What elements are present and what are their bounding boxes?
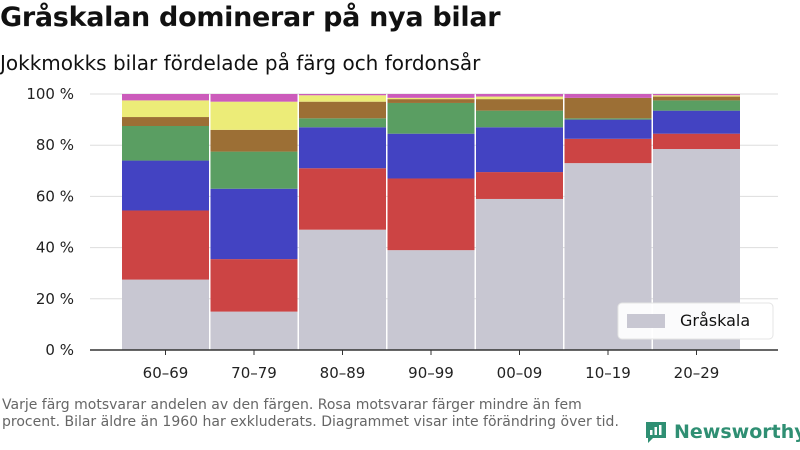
bar-segment [122, 94, 209, 101]
x-tick-label: 20–29 [674, 364, 720, 382]
bar-segment [299, 95, 386, 102]
legend-label: Gråskala [680, 311, 750, 330]
bar-segment [210, 311, 298, 350]
y-tick-label: 60 % [36, 187, 74, 205]
brand-name: Newsworthy [674, 421, 800, 443]
y-tick-label: 0 % [45, 341, 74, 359]
bar-segment [210, 151, 298, 189]
bar-segment [210, 101, 298, 130]
x-axis-ticks: 60–69 70–79 80–89 90–99 00–09 10–19 20–29 [143, 350, 720, 382]
bar-segment [476, 172, 563, 199]
bar-segment [476, 94, 563, 97]
bar-segment [299, 127, 386, 169]
x-tick-label: 80–89 [320, 364, 366, 382]
bars [122, 94, 740, 350]
newsworthy-logo-icon [646, 422, 666, 443]
bar-segment [387, 133, 475, 179]
bar-segment [564, 97, 652, 119]
bar-segment [564, 138, 652, 164]
bar-segment [476, 198, 563, 350]
footnote: Varje färg motsvarar andelen av den färg… [2, 397, 619, 430]
legend-box [617, 302, 774, 340]
bar-segment [210, 259, 298, 312]
bar-segment [564, 119, 652, 139]
y-tick-label: 40 % [36, 239, 74, 257]
legend: Gråskala [617, 302, 774, 340]
x-tick-label: 90–99 [408, 364, 454, 382]
bar-segment [122, 117, 209, 126]
bar-segment [299, 168, 386, 230]
bar-segment [653, 133, 740, 150]
bar-segment [299, 229, 386, 350]
bar-segment [476, 110, 563, 128]
bar-segment [299, 94, 386, 96]
bar-segment [387, 99, 475, 103]
bar-segment [653, 94, 740, 96]
bar-segment [387, 97, 475, 100]
bar-segment [653, 110, 740, 134]
brand: Newsworthy [644, 420, 800, 444]
bar-segment [387, 94, 475, 98]
bar-segment [476, 96, 563, 100]
bar-segment [122, 160, 209, 211]
y-tick-label: 20 % [36, 290, 74, 308]
bar-segment [299, 118, 386, 128]
y-axis-ticks: 0 % 20 % 40 % 60 % 80 % 100 % [26, 85, 74, 359]
bar-segment [122, 100, 209, 118]
x-tick-label: 00–09 [497, 364, 543, 382]
bar-segment [122, 210, 209, 280]
x-tick-label: 10–19 [585, 364, 631, 382]
y-tick-label: 100 % [26, 85, 74, 103]
bar-segment [387, 178, 475, 251]
bar-segment [653, 95, 740, 97]
bar-segment [122, 126, 209, 161]
bar-segment [387, 250, 475, 350]
bar-segment [564, 94, 652, 98]
bar-segment [564, 118, 652, 120]
bar-segment [476, 99, 563, 111]
chart-title: Gråskalan dominerar på nya bilar [0, 2, 501, 33]
bar-segment [653, 96, 740, 101]
bar-segment [299, 101, 386, 119]
bar-segment [476, 127, 563, 173]
bar-segment [122, 279, 209, 350]
stacked-bar-chart: 0 % 20 % 40 % 60 % 80 % 100 % 60–69 70–79 80–89… [26, 85, 778, 382]
legend-swatch [627, 314, 665, 328]
bar-segment [387, 102, 475, 134]
x-tick-label: 70–79 [231, 364, 277, 382]
bar-segment [210, 94, 298, 102]
bar-segment [210, 129, 298, 152]
y-tick-label: 80 % [36, 136, 74, 154]
bar-segment [653, 100, 740, 111]
bar-segment [210, 188, 298, 260]
chart-subtitle: Jokkmokks bilar fördelade på färg och fo… [0, 51, 481, 75]
x-tick-label: 60–69 [143, 364, 189, 382]
